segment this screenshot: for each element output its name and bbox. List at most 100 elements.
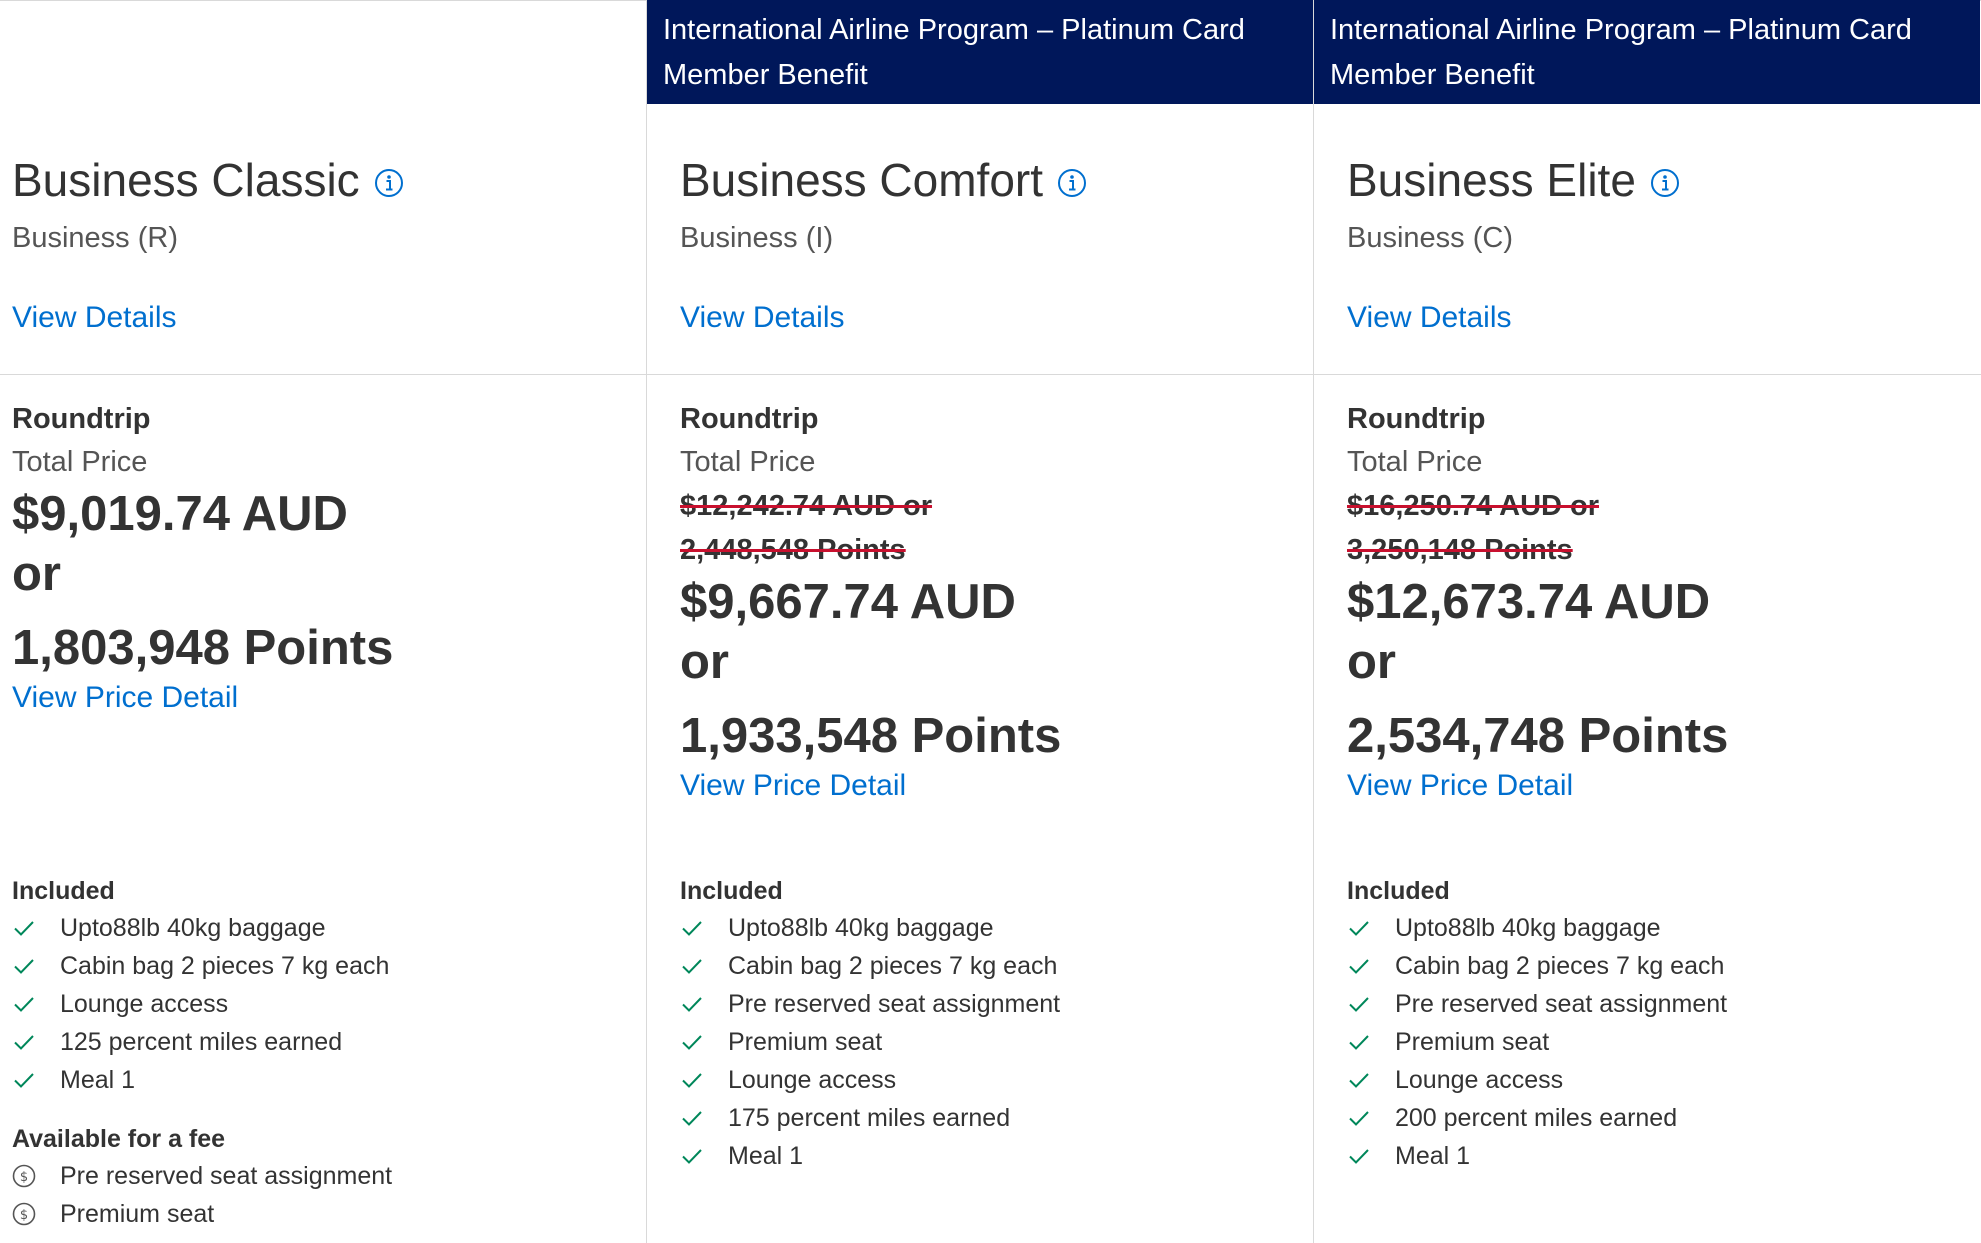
- fare-column: International Airline Program – Platinum…: [646, 0, 1314, 1243]
- price-amount: $12,673.74 AUD: [1347, 575, 1711, 629]
- total-price-label: Total Price: [12, 446, 148, 478]
- total-price-label: Total Price: [680, 446, 816, 478]
- info-icon[interactable]: [374, 168, 404, 198]
- check-icon: [1347, 1144, 1371, 1168]
- fare-header: Business Classic Business (R) View Details: [12, 148, 636, 338]
- cabin-class: Business (R): [12, 222, 178, 254]
- svg-text:$: $: [20, 1208, 28, 1223]
- fare-title: Business Classic: [12, 148, 636, 212]
- included-item: Cabin bag 2 pieces 7 kg each: [680, 947, 1304, 985]
- included-item: Premium seat: [1347, 1023, 1972, 1061]
- included-item-label: Upto88lb 40kg baggage: [1395, 914, 1661, 942]
- included-item: Cabin bag 2 pieces 7 kg each: [1347, 947, 1972, 985]
- included-list: Upto88lb 40kg baggage Cabin bag 2 pieces …: [1347, 909, 1972, 1175]
- member-benefit-banner: International Airline Program – Platinum…: [1314, 0, 1980, 104]
- price-points: 1,803,948 Points: [12, 621, 394, 675]
- price-or: or: [1347, 635, 1396, 689]
- price-points: 1,933,548 Points: [680, 709, 1062, 763]
- check-icon: [680, 1144, 704, 1168]
- original-points: 3,250,148 Points: [1347, 534, 1573, 566]
- svg-text:$: $: [20, 1170, 28, 1185]
- view-details-link[interactable]: View Details: [12, 301, 177, 334]
- check-icon: [1347, 916, 1371, 940]
- fare-column: Business Classic Business (R) View Details…: [0, 0, 646, 1243]
- fee-item-label: Pre reserved seat assignment: [60, 1162, 393, 1190]
- view-price-detail-link[interactable]: View Price Detail: [1347, 769, 1574, 802]
- features: Included Upto88lb 40kg baggage Cabin bag 2…: [1347, 873, 1972, 1175]
- cabin-class: Business (C): [1347, 222, 1513, 254]
- price-block: Roundtrip Total Price $16,250.74 AUD or 3,2…: [1347, 398, 1972, 806]
- info-icon[interactable]: [1057, 168, 1087, 198]
- included-item-label: Premium seat: [1395, 1028, 1550, 1056]
- check-icon: [680, 1030, 704, 1054]
- fee-heading: Available for a fee: [12, 1125, 226, 1153]
- included-item-label: Cabin bag 2 pieces 7 kg each: [60, 952, 390, 980]
- check-icon: [12, 1068, 36, 1092]
- check-icon: [680, 992, 704, 1016]
- fare-title: Business Elite: [1347, 148, 1972, 212]
- included-item-label: 200 percent miles earned: [1395, 1104, 1678, 1132]
- check-icon: [1347, 992, 1371, 1016]
- original-price: $12,242.74 AUD or: [680, 490, 933, 522]
- included-item: Upto88lb 40kg baggage: [12, 909, 636, 947]
- included-item: Cabin bag 2 pieces 7 kg each: [12, 947, 636, 985]
- included-item: 175 percent miles earned: [680, 1099, 1304, 1137]
- included-list: Upto88lb 40kg baggage Cabin bag 2 pieces …: [12, 909, 636, 1099]
- included-item-label: Meal 1: [1395, 1142, 1471, 1170]
- check-icon: [680, 916, 704, 940]
- info-icon[interactable]: [1650, 168, 1680, 198]
- included-item: Upto88lb 40kg baggage: [680, 909, 1304, 947]
- fee-item-label: Premium seat: [60, 1200, 215, 1228]
- included-item: Meal 1: [12, 1061, 636, 1099]
- price-points: 2,534,748 Points: [1347, 709, 1729, 763]
- included-item-label: Cabin bag 2 pieces 7 kg each: [1395, 952, 1725, 980]
- dollar-coin-icon: $: [12, 1164, 36, 1188]
- fare-header: Business Elite Business (C) View Details: [1347, 148, 1972, 338]
- included-item: 125 percent miles earned: [12, 1023, 636, 1061]
- price-block: Roundtrip Total Price $9,019.74 AUD or 1,803…: [12, 398, 636, 718]
- price-amount: $9,019.74 AUD: [12, 487, 348, 541]
- included-item-label: Pre reserved seat assignment: [728, 990, 1061, 1018]
- fare-column: International Airline Program – Platinum…: [1313, 0, 1981, 1243]
- view-details-link[interactable]: View Details: [1347, 301, 1512, 334]
- check-icon: [12, 954, 36, 978]
- included-item-label: Meal 1: [60, 1066, 136, 1094]
- check-icon: [1347, 1106, 1371, 1130]
- included-item-label: Cabin bag 2 pieces 7 kg each: [728, 952, 1058, 980]
- included-item: Premium seat: [680, 1023, 1304, 1061]
- fare-header: Business Comfort Business (I) View Details: [680, 148, 1304, 338]
- included-item-label: Upto88lb 40kg baggage: [60, 914, 326, 942]
- features: Included Upto88lb 40kg baggage Cabin bag 2…: [680, 873, 1304, 1175]
- included-item-label: Lounge access: [60, 990, 229, 1018]
- row-divider: [0, 374, 1981, 375]
- view-price-detail-link[interactable]: View Price Detail: [12, 681, 239, 714]
- included-heading: Included: [1347, 877, 1450, 905]
- dollar-coin-icon: $: [12, 1202, 36, 1226]
- check-icon: [680, 1068, 704, 1092]
- total-price-label: Total Price: [1347, 446, 1483, 478]
- included-item: Meal 1: [1347, 1137, 1972, 1175]
- check-icon: [680, 954, 704, 978]
- included-item-label: 125 percent miles earned: [60, 1028, 343, 1056]
- original-price: $16,250.74 AUD or: [1347, 490, 1600, 522]
- check-icon: [12, 916, 36, 940]
- included-item-label: Premium seat: [728, 1028, 883, 1056]
- included-item-label: 175 percent miles earned: [728, 1104, 1011, 1132]
- fee-item: $ Premium seat: [12, 1195, 636, 1233]
- view-details-link[interactable]: View Details: [680, 301, 845, 334]
- included-list: Upto88lb 40kg baggage Cabin bag 2 pieces …: [680, 909, 1304, 1175]
- view-price-detail-link[interactable]: View Price Detail: [680, 769, 907, 802]
- trip-type: Roundtrip: [12, 403, 151, 435]
- check-icon: [1347, 1030, 1371, 1054]
- included-item-label: Upto88lb 40kg baggage: [728, 914, 994, 942]
- fare-name: Business Elite: [1347, 154, 1636, 206]
- included-heading: Included: [680, 877, 783, 905]
- member-benefit-banner: International Airline Program – Platinum…: [647, 0, 1314, 104]
- original-points: 2,448,548 Points: [680, 534, 906, 566]
- price-block: Roundtrip Total Price $12,242.74 AUD or 2,4…: [680, 398, 1304, 806]
- fare-name: Business Comfort: [680, 154, 1044, 206]
- included-item: Pre reserved seat assignment: [1347, 985, 1972, 1023]
- included-item: Lounge access: [1347, 1061, 1972, 1099]
- check-icon: [680, 1106, 704, 1130]
